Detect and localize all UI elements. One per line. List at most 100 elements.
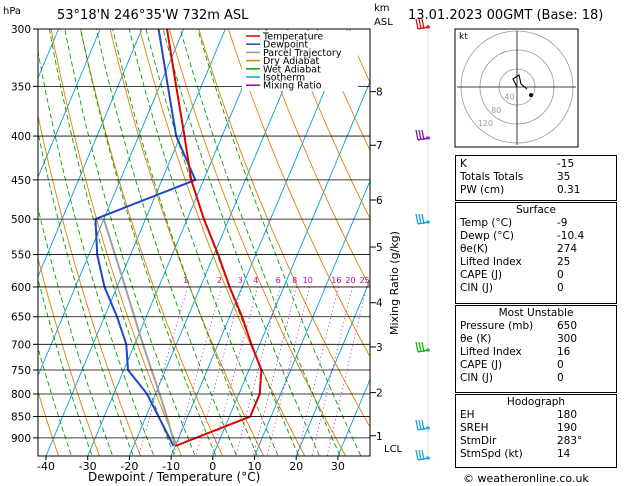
wet-adiabat-line — [197, 29, 362, 456]
km-tick-label: 7 — [376, 140, 383, 152]
mixing-ratio-label: 2 — [217, 276, 222, 285]
mixing-ratio-line — [235, 286, 281, 456]
table-row: Lifted Index 25 — [456, 256, 616, 269]
isotherm-line — [337, 378, 370, 456]
row-value: 0 — [557, 282, 564, 294]
legend-label: Wet Adiabat — [263, 64, 321, 75]
mixing-ratio-line — [296, 286, 339, 456]
x-axis-label: Dewpoint / Temperature (°C) — [88, 470, 261, 484]
row-label: SREH — [460, 422, 489, 434]
km-tick-label: 8 — [376, 87, 383, 99]
wet-adiabat-line — [162, 29, 320, 456]
header-datetime: 13.01.2023 00GMT (Base: 18) — [408, 8, 604, 23]
hodograph-unit-label: kt — [459, 32, 468, 42]
legend-label: Dewpoint — [263, 40, 308, 51]
row-label: EH — [460, 409, 475, 421]
mixing-ratio-label: 4 — [253, 276, 258, 285]
row-value: -15 — [557, 158, 575, 170]
table-row: PW (cm) 0.31 — [456, 184, 616, 197]
y-tick-label: 450 — [11, 175, 31, 187]
y-tick-label: 650 — [11, 312, 31, 324]
km-label: km — [374, 3, 390, 14]
y-tick-label: 700 — [11, 339, 31, 351]
mixing-ratio-label: 10 — [303, 276, 313, 285]
x-tick-label: 0 — [209, 460, 216, 473]
y-tick-label: 550 — [11, 250, 31, 262]
km-tick-label: 4 — [376, 298, 383, 310]
mixing-ratio-label: 6 — [276, 276, 281, 285]
most-unstable-title: Most Unstable — [498, 307, 574, 319]
row-value: 274 — [557, 243, 578, 255]
row-label: CIN (J) — [460, 282, 493, 294]
y-tick-label: 300 — [11, 24, 31, 36]
dry-adiabat-line — [316, 29, 370, 152]
table-row: Lifted Index 16 — [456, 346, 616, 359]
mixing-ratio-line — [252, 286, 297, 456]
wind-barb-icon — [415, 341, 430, 353]
x-tick-label: -20 — [120, 460, 138, 473]
isotherm-line — [295, 279, 370, 456]
mixing-ratio-label: 16 — [331, 276, 341, 285]
wet-adiabat-line — [80, 29, 217, 456]
row-value: 650 — [557, 320, 578, 332]
x-tick-label: 30 — [331, 460, 345, 473]
y-tick-label: 350 — [11, 81, 31, 93]
wet-adiabat-line — [96, 29, 238, 456]
row-value: 0 — [557, 269, 564, 281]
isotherm-line — [38, 29, 101, 179]
wet-adiabat-line — [48, 29, 176, 456]
row-value: 283° — [557, 435, 583, 447]
row-label: StmDir — [460, 435, 497, 447]
table-row: EH 180 — [456, 409, 616, 422]
wind-barb-icon — [415, 18, 430, 30]
table-row: θe (K) 300 — [456, 333, 616, 346]
row-value: 190 — [557, 422, 578, 434]
table-row: CIN (J) 0 — [456, 372, 616, 385]
table-row: Temp (°C) -9 — [456, 217, 616, 230]
y-tick-label: 800 — [11, 389, 31, 401]
row-value: 35 — [557, 171, 571, 183]
row-label: K — [460, 158, 467, 170]
mixing-ratio-line — [266, 286, 311, 456]
row-label: Pressure (mb) — [460, 320, 534, 332]
isotherm-line — [38, 29, 143, 278]
row-value: 25 — [557, 256, 571, 268]
dry-adiabat-line — [227, 29, 370, 358]
y-tick-label: 750 — [11, 365, 31, 377]
isotherm-line — [254, 179, 370, 456]
row-label: θe(K) — [460, 243, 488, 255]
table-row: CAPE (J) 0 — [456, 269, 616, 282]
table-row: θe(K) 274 — [456, 243, 616, 256]
hodograph-frame — [454, 28, 579, 148]
hodograph-ring-label: 40 — [504, 93, 514, 102]
temperature-profile — [166, 29, 263, 447]
wet-adiabat-line — [112, 29, 258, 456]
legend-label: Isotherm — [263, 73, 305, 84]
legend-label: Parcel Trajectory — [263, 48, 342, 59]
row-label: θe (K) — [460, 333, 492, 345]
row-value: 14 — [557, 448, 571, 460]
header-location: 53°18'N 246°35'W 732m ASL — [57, 8, 249, 23]
legend-box — [242, 31, 358, 91]
row-value: 0 — [557, 372, 564, 384]
isotherm-line — [38, 29, 185, 377]
row-label: Lifted Index — [460, 256, 522, 268]
isotherm-line — [128, 29, 310, 456]
dry-adiabat-line — [198, 29, 370, 428]
km-tick-label: 5 — [376, 242, 383, 254]
dry-adiabat-line — [168, 29, 347, 456]
row-label: CAPE (J) — [460, 269, 503, 281]
footer-credit: © weatheronline.co.uk — [463, 472, 589, 485]
dry-adiabat-line — [257, 29, 370, 289]
y-axis-label-right: Mixing Ratio (g/kg) — [388, 231, 401, 335]
row-value: 16 — [557, 346, 571, 358]
table-row: Dewp (°C) -10.4 — [456, 230, 616, 243]
hpa-label: hPa — [3, 6, 22, 17]
most-unstable-panel: Most Unstable Pressure (mb) 650 θe (K) 300 L… — [455, 305, 617, 393]
row-value: -9 — [557, 217, 568, 229]
storm-motion-marker — [529, 93, 533, 97]
y-tick-label: 400 — [11, 131, 31, 143]
row-label: StmSpd (kt) — [460, 448, 523, 460]
x-tick-label: -10 — [162, 460, 180, 473]
